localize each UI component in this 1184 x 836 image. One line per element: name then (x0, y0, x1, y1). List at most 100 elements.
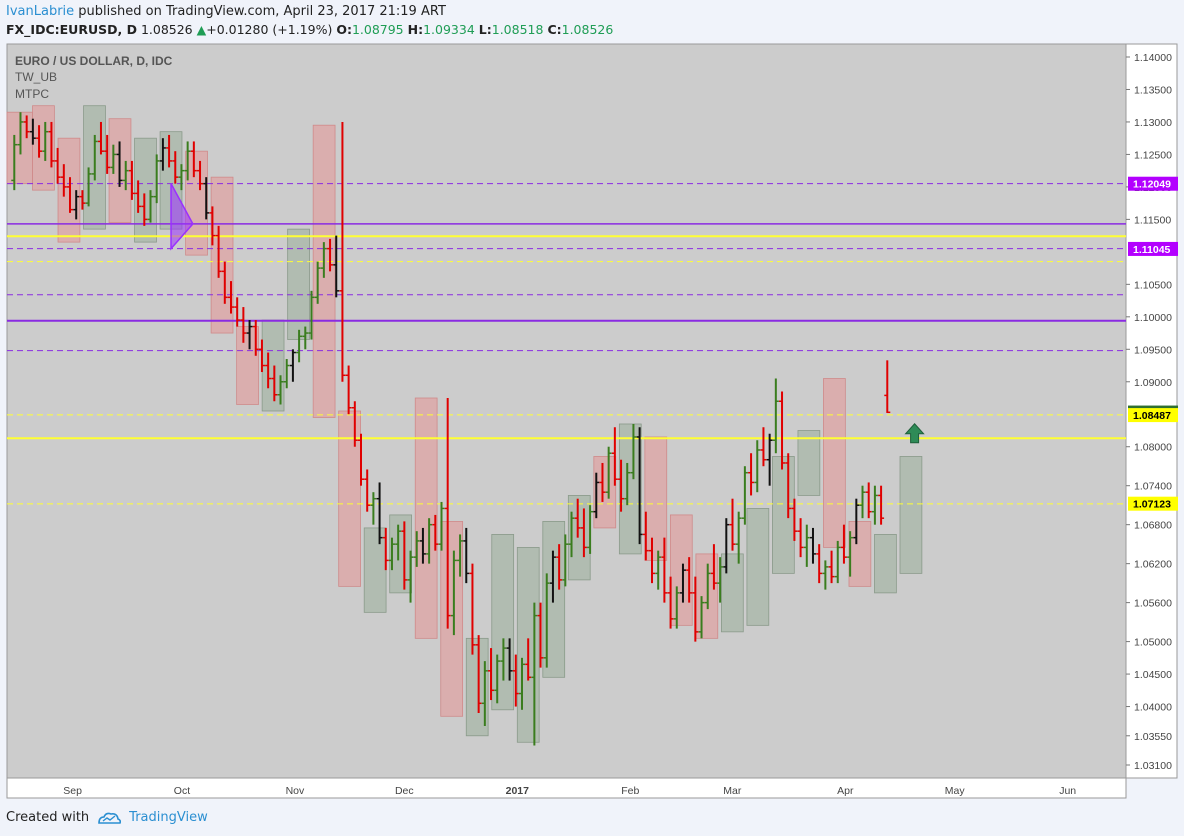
daily-bar (91, 134, 98, 181)
daily-bar (450, 550, 457, 636)
weekly-box (32, 105, 55, 191)
daily-bar (512, 654, 519, 707)
daily-bar (17, 112, 24, 155)
time-axis[interactable] (6, 777, 1127, 799)
daily-bar (710, 544, 717, 590)
price-tick-label: 1.09000 (1134, 377, 1172, 389)
close-value: 1.08526 (561, 22, 614, 37)
arrow-marker (904, 422, 925, 444)
price-tick-label: 1.03100 (1134, 760, 1172, 772)
weekly-box (185, 150, 208, 256)
daily-bar (252, 320, 259, 356)
time-tick-label: Oct (174, 785, 190, 797)
price-tick-label: 1.10500 (1134, 279, 1172, 291)
daily-bar (277, 375, 284, 405)
daily-bar (878, 485, 885, 525)
weekly-box (491, 534, 515, 711)
daily-bar (562, 534, 569, 587)
price-tag-box (1128, 176, 1178, 191)
daily-bar (884, 360, 891, 414)
daily-bar (36, 125, 43, 158)
high-label: H: (407, 22, 424, 37)
daily-bar (661, 537, 668, 603)
daily-bar (23, 115, 30, 139)
daily-bar (327, 238, 334, 272)
price-tick-label: 1.04000 (1134, 702, 1172, 714)
daily-bar (128, 160, 135, 200)
daily-bar (717, 557, 724, 603)
up-arrow-icon: ▲ (196, 22, 207, 37)
daily-bar (618, 459, 625, 512)
daily-bar (29, 118, 36, 145)
weekly-box (287, 228, 310, 340)
daily-bar (432, 514, 439, 551)
price-tick-label: 1.12500 (1134, 149, 1172, 161)
daily-bar (320, 242, 327, 278)
daily-bar (79, 190, 86, 210)
weekly-box (363, 527, 387, 613)
created-with-text: Created with (6, 810, 90, 825)
price-tick-label: 1.05600 (1134, 598, 1172, 610)
author-link[interactable]: IvanLabrie (6, 4, 75, 19)
weekly-box (414, 397, 438, 639)
daily-bar (630, 423, 637, 480)
daily-bar (178, 164, 185, 191)
indicator-tw-ub[interactable]: TW_UB (15, 70, 57, 84)
triangle-drawing (170, 183, 194, 251)
daily-bar (302, 326, 309, 350)
price-ticks: 1.140001.135001.130001.125001.120001.115… (1126, 52, 1178, 772)
daily-bar (518, 657, 525, 710)
daily-bar (289, 349, 296, 382)
up-arrow-marker (904, 422, 925, 444)
last-price: 1.08526 (140, 22, 193, 37)
daily-bar (549, 550, 556, 603)
publish-info: IvanLabrie published on TradingView.com,… (6, 4, 446, 19)
weekly-box (721, 553, 744, 633)
daily-bar (401, 521, 408, 590)
daily-bar (382, 527, 389, 571)
daily-bar (797, 518, 804, 558)
footer: Created with TradingView (6, 810, 208, 825)
daily-bar (246, 320, 253, 350)
high-value: 1.09334 (423, 22, 475, 37)
price-tag-box (1128, 408, 1178, 423)
daily-bar (376, 482, 383, 545)
daily-bar (122, 160, 129, 191)
daily-bar (234, 297, 241, 327)
daily-bar (172, 151, 179, 184)
indicator-mtpc[interactable]: MTPC (15, 87, 49, 101)
daily-bar (60, 164, 67, 197)
daily-bar (741, 466, 748, 525)
daily-bar (568, 511, 575, 558)
price-tick-label: 1.06200 (1134, 559, 1172, 571)
daily-bar (426, 518, 433, 564)
price-tag-label: 1.11045 (1133, 244, 1171, 256)
open-label: O: (336, 22, 352, 37)
daily-bar (283, 359, 290, 389)
daily-bar (698, 596, 705, 639)
tradingview-link[interactable]: TradingView (129, 810, 208, 825)
daily-bar (308, 290, 315, 340)
tradingview-logo-icon (98, 812, 122, 824)
daily-bar (760, 427, 767, 467)
daily-bar (209, 206, 216, 246)
price-tick-label: 1.07400 (1134, 481, 1172, 493)
price-tag-box (1128, 241, 1178, 256)
daily-bar (221, 261, 228, 304)
daily-bar (97, 121, 104, 155)
daily-bar (611, 427, 618, 486)
daily-bar (500, 638, 507, 681)
daily-bar (847, 531, 854, 577)
daily-bar (525, 638, 532, 681)
time-tick-label: Nov (286, 785, 305, 797)
time-tick-label: Mar (723, 785, 742, 797)
daily-bar (265, 352, 272, 389)
daily-bar (444, 398, 451, 629)
daily-bar (735, 511, 742, 564)
daily-bar (481, 661, 488, 727)
weekly-box (797, 430, 821, 496)
weekly-box (618, 423, 642, 555)
weekly-box (440, 521, 464, 717)
daily-bar (215, 225, 222, 278)
